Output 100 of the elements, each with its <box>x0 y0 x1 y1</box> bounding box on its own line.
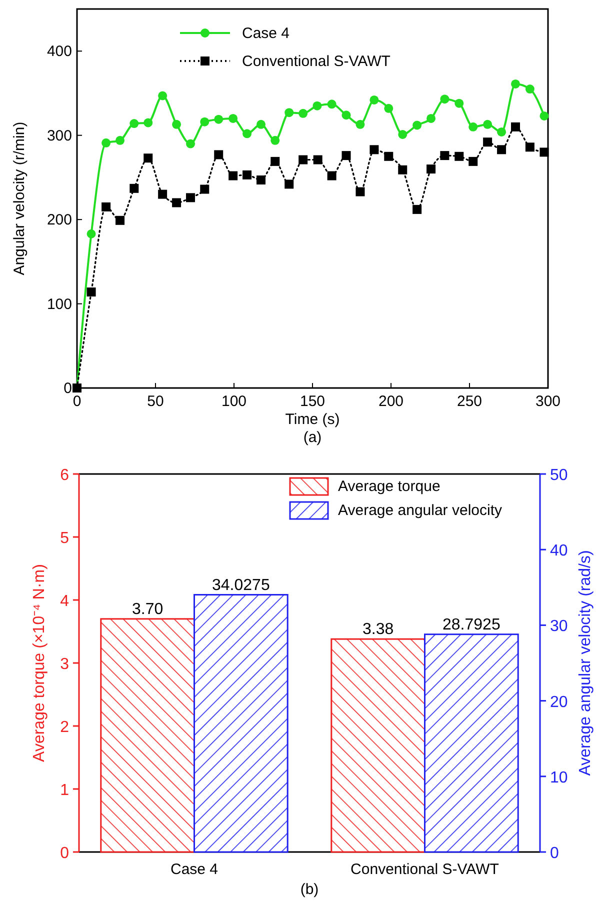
point <box>511 122 520 132</box>
point <box>312 101 322 110</box>
point <box>540 148 549 157</box>
point <box>186 139 196 148</box>
point <box>525 84 534 94</box>
point <box>384 104 394 113</box>
point <box>284 108 294 118</box>
point <box>384 152 394 161</box>
point <box>214 114 224 124</box>
point <box>242 170 252 180</box>
point <box>200 117 210 126</box>
y-tick-label: 4 <box>60 593 70 610</box>
point <box>468 122 478 132</box>
point <box>454 98 464 108</box>
point <box>214 150 224 160</box>
point <box>116 216 125 225</box>
point <box>158 91 168 100</box>
x-axis-title: Time (s) <box>285 411 340 428</box>
point <box>497 145 506 154</box>
point <box>116 136 125 145</box>
x-tick-label: 150 <box>300 393 326 410</box>
point <box>130 184 139 193</box>
point <box>511 79 520 88</box>
y2-tick-label: 50 <box>550 467 568 484</box>
y2-tick-label: 20 <box>550 694 568 711</box>
x-tick-label: 100 <box>221 393 247 410</box>
legend-label: Average torque <box>338 478 440 495</box>
y2-tick-label: 30 <box>550 618 568 636</box>
y-tick-label: 5 <box>60 530 70 547</box>
point <box>298 155 308 164</box>
y-tick-label: 200 <box>46 212 72 229</box>
point <box>86 287 96 296</box>
point <box>483 120 492 129</box>
point <box>342 151 351 160</box>
point <box>256 175 266 184</box>
point <box>468 156 478 166</box>
point <box>228 114 238 123</box>
point <box>270 136 280 145</box>
point <box>242 129 252 138</box>
point <box>130 119 139 128</box>
point <box>270 156 280 166</box>
y-tick-label: 100 <box>46 296 72 313</box>
point <box>342 110 351 120</box>
point <box>256 120 266 129</box>
point <box>298 108 308 118</box>
point <box>525 142 534 152</box>
point <box>327 171 336 180</box>
y2-tick-label: 40 <box>550 542 568 560</box>
point <box>313 155 322 164</box>
y2-tick-label: 0 <box>550 845 559 862</box>
data-label: 3.38 <box>362 621 394 638</box>
y-tick-label: 3 <box>60 656 70 673</box>
point <box>284 180 294 189</box>
point <box>102 138 111 148</box>
data-label: 34.0275 <box>212 576 270 594</box>
point <box>356 187 365 196</box>
point <box>454 152 464 161</box>
legend-label: Conventional S-VAWT <box>242 53 390 70</box>
data-label: 3.70 <box>132 600 164 618</box>
point <box>186 193 196 202</box>
point <box>540 111 549 120</box>
x-tick-label: 200 <box>378 393 404 410</box>
y-axis-title: Angular velocity (r/min) <box>11 122 28 276</box>
point <box>412 120 422 130</box>
x-tick-label: 300 <box>535 393 561 410</box>
y-tick-label: 2 <box>60 719 70 736</box>
point <box>426 164 436 174</box>
text: (a) <box>303 429 322 446</box>
point <box>483 138 492 147</box>
point <box>398 130 408 139</box>
point <box>497 127 506 136</box>
y-tick-label: 6 <box>60 467 70 484</box>
y-tick-label: 0 <box>64 380 72 397</box>
y-tick-label: 300 <box>46 127 72 144</box>
point <box>370 95 379 104</box>
point <box>200 184 210 194</box>
point <box>356 120 365 129</box>
y-axis-title: Average torque (×10⁻⁴ N·m) <box>31 564 48 762</box>
point <box>412 204 422 214</box>
y2-tick-label: 10 <box>550 769 568 786</box>
point <box>144 118 153 128</box>
point <box>228 171 238 180</box>
x-tick-label: 50 <box>147 393 164 410</box>
text: (b) <box>300 881 319 898</box>
point <box>144 154 153 163</box>
point <box>370 145 379 154</box>
x-tick-label: 250 <box>456 393 482 410</box>
point <box>158 190 168 199</box>
y-tick-label: 400 <box>46 43 72 60</box>
point <box>172 120 182 129</box>
point <box>426 114 436 123</box>
point <box>398 165 408 174</box>
y-tick-label: 1 <box>60 782 70 799</box>
point <box>440 151 450 160</box>
y2-axis-title: Average angular velocity (rad/s) <box>577 550 594 776</box>
legend-label: Case 4 <box>242 25 290 42</box>
point <box>172 198 182 208</box>
point <box>440 94 450 104</box>
data-label: 28.7925 <box>442 616 500 634</box>
legend-label: Average angular velocity <box>338 502 502 519</box>
